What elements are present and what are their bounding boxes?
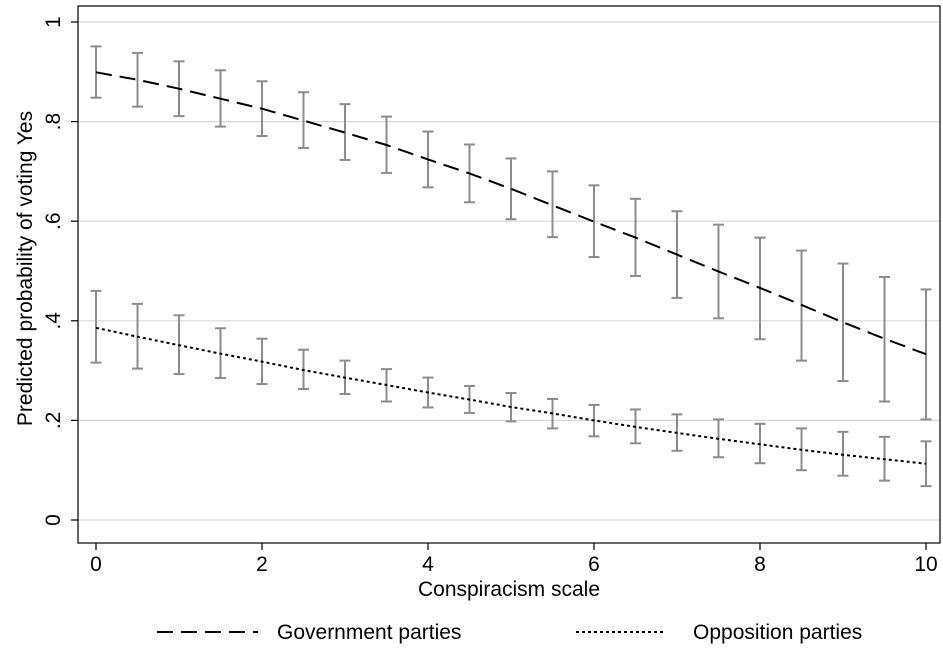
series-line-opposition <box>95 326 927 465</box>
y-tick-label-5: 1 <box>42 16 65 28</box>
error-bar-s1-0 <box>90 289 102 364</box>
x-tick-label-4: 8 <box>754 553 766 576</box>
series-lines <box>95 71 927 465</box>
x-tick-label-2: 4 <box>422 553 434 576</box>
x-tick-label-0: 0 <box>90 553 102 576</box>
y-tick-label-2: .4 <box>42 312 65 330</box>
error-bar-s1-18 <box>837 430 849 477</box>
y-tick-label-0: 0 <box>42 514 65 526</box>
error-bar-s1-20 <box>920 440 932 488</box>
y-tick-label-3: .6 <box>42 212 65 230</box>
legend-label-government: Government parties <box>277 621 461 644</box>
x-tick-label-5: 10 <box>914 553 937 576</box>
error-bar-s0-11 <box>547 170 558 239</box>
x-tick-label-3: 6 <box>588 553 600 576</box>
x-tick-label-1: 2 <box>256 553 268 576</box>
y-axis-title: Predicted probability of voting Yes <box>14 111 37 426</box>
y-axis: 0 .2 .4 .6 .8 1 <box>42 16 78 526</box>
error-bar-s0-18 <box>837 262 849 383</box>
error-bar-s0-12 <box>588 184 600 259</box>
error-bar-s0-10 <box>505 157 517 221</box>
x-axis-title: Conspiracism scale <box>418 578 600 601</box>
y-tick-label-1: .2 <box>42 412 65 430</box>
error-bar-s0-6 <box>339 103 351 161</box>
y-tick-label-4: .8 <box>42 113 65 131</box>
error-bar-s0-0 <box>90 45 102 99</box>
series-line-government <box>95 71 927 356</box>
legend: Government parties Opposition parties <box>157 621 862 644</box>
error-bar-s0-20 <box>920 288 932 421</box>
legend-label-opposition: Opposition parties <box>693 621 862 644</box>
plot-area-frame <box>77 5 941 544</box>
error-bar-s0-5 <box>298 91 309 149</box>
x-axis: 0 2 4 6 8 10 <box>90 543 938 576</box>
error-bar-s0-19 <box>879 275 890 403</box>
error-bar-s0-1 <box>132 51 143 108</box>
